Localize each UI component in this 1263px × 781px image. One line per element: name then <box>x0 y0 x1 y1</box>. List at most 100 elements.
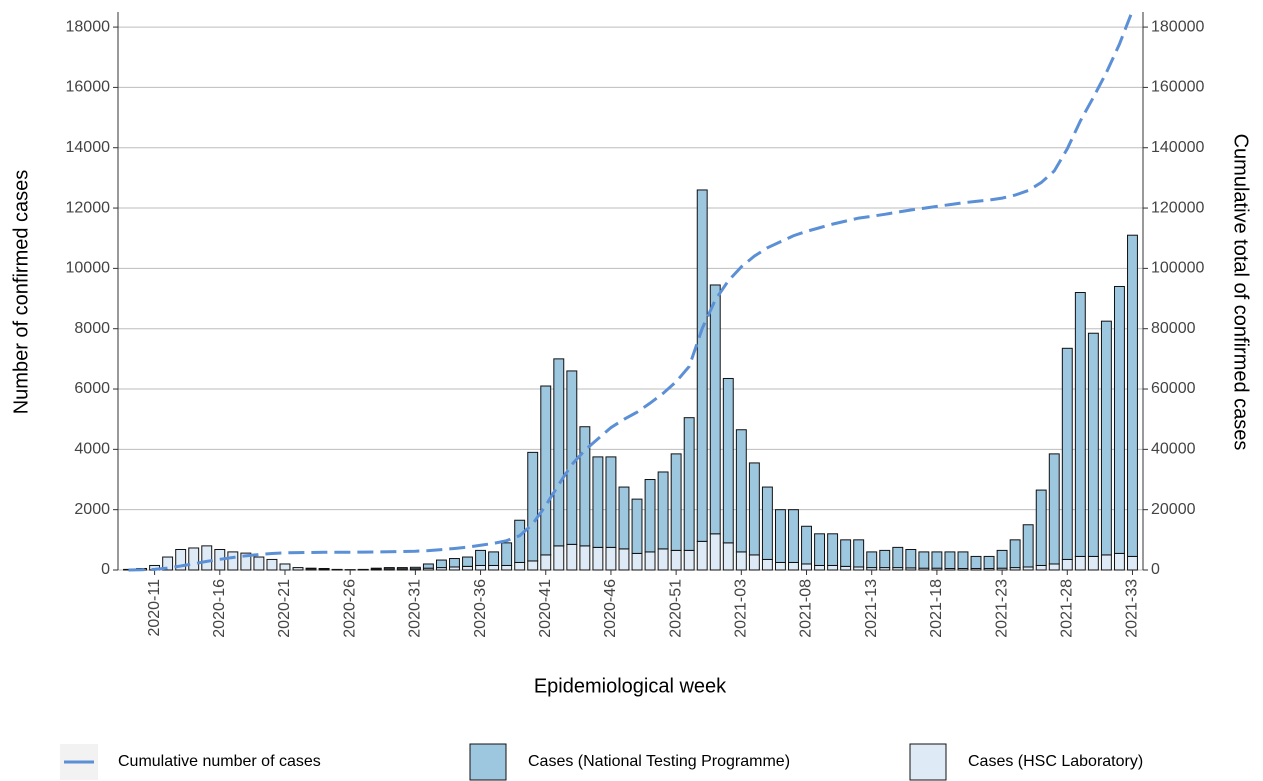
bar <box>618 486 630 550</box>
bar <box>383 567 395 570</box>
legend-label: Cumulative number of cases <box>118 753 321 770</box>
y2-tick-label: 100000 <box>1151 260 1204 277</box>
bar <box>905 548 917 569</box>
y2-tick-label: 160000 <box>1151 79 1204 96</box>
y2-tick-label: 180000 <box>1151 18 1204 35</box>
bar <box>1127 555 1138 571</box>
bar <box>709 533 721 571</box>
bar <box>931 551 943 569</box>
x-axis-title: Epidemiological week <box>534 675 727 697</box>
bar <box>722 377 734 544</box>
bar <box>696 540 708 571</box>
y2-tick-label: 20000 <box>1151 501 1196 518</box>
bar <box>735 429 747 553</box>
bar <box>488 564 500 571</box>
bar <box>1035 489 1047 566</box>
x-tick-label: 2021-13 <box>863 579 880 638</box>
bar <box>918 551 930 569</box>
y-tick-label: 0 <box>101 561 110 578</box>
y-tick-label: 16000 <box>66 79 111 96</box>
bar <box>605 546 617 571</box>
legend-label: Cases (National Testing Programme) <box>528 753 790 770</box>
bar <box>475 549 487 566</box>
y2-axis-title: Cumulative total of confirmed cases <box>1230 134 1252 451</box>
bar <box>462 556 473 567</box>
bar <box>618 548 630 571</box>
bar <box>1061 558 1073 571</box>
bar <box>1022 524 1034 568</box>
bar <box>514 519 526 563</box>
y2-tick-label: 60000 <box>1151 380 1196 397</box>
bar <box>266 558 278 571</box>
bar <box>1113 552 1125 571</box>
legend-key <box>909 743 947 781</box>
x-tick-label: 2021-18 <box>928 579 945 638</box>
bar <box>657 471 669 550</box>
bar <box>592 456 604 548</box>
y-tick-label: 14000 <box>66 139 111 156</box>
bar <box>722 542 734 571</box>
bar <box>853 539 865 568</box>
bar <box>279 563 291 571</box>
x-tick-label: 2020-51 <box>667 579 684 638</box>
bar <box>735 551 747 571</box>
y-tick-label: 4000 <box>74 441 110 458</box>
bar <box>540 554 552 571</box>
bar <box>657 548 669 571</box>
bar <box>435 559 447 569</box>
x-tick-label: 2021-33 <box>1124 579 1141 638</box>
bar <box>1127 234 1138 557</box>
x-tick-label: 2020-16 <box>211 579 228 638</box>
bar <box>240 552 252 571</box>
bar <box>788 561 799 571</box>
bar <box>683 549 695 571</box>
bar <box>1087 555 1099 571</box>
bar <box>514 561 526 571</box>
bar <box>774 509 786 563</box>
y-tick-label: 10000 <box>66 260 111 277</box>
bar <box>996 549 1008 569</box>
legend-label: Cases (HSC Laboratory) <box>968 753 1143 770</box>
bar <box>1035 564 1047 571</box>
x-tick-label: 2020-31 <box>407 579 424 638</box>
bar <box>696 189 708 542</box>
bar <box>892 546 904 569</box>
bar <box>488 551 500 566</box>
bar <box>579 426 591 547</box>
y2-tick-label: 80000 <box>1151 320 1196 337</box>
bar <box>579 545 591 571</box>
bar <box>292 567 304 571</box>
y-tick-label: 12000 <box>66 199 111 216</box>
y-tick-label: 18000 <box>66 18 111 35</box>
bar <box>253 556 265 571</box>
bar <box>748 554 760 571</box>
y-tick-label: 6000 <box>74 380 110 397</box>
bar <box>631 552 643 571</box>
y-axis-title: Number of confirmed cases <box>10 170 32 415</box>
bar <box>462 565 473 571</box>
bar <box>227 551 239 571</box>
cumulative-line <box>128 10 1134 572</box>
bar <box>761 486 773 560</box>
x-tick-label: 2020-11 <box>146 579 163 637</box>
x-tick-label: 2021-03 <box>733 579 750 638</box>
bar <box>409 566 421 570</box>
bar <box>162 556 174 571</box>
y-tick-label: 2000 <box>74 501 110 518</box>
bar <box>475 564 487 571</box>
bar <box>566 543 578 571</box>
bar <box>1048 453 1060 565</box>
x-tick-label: 2021-28 <box>1059 579 1076 638</box>
bar <box>553 358 565 547</box>
bar <box>644 479 656 553</box>
x-tick-label: 2020-21 <box>276 579 293 638</box>
bar <box>1100 554 1112 571</box>
bar <box>814 564 826 571</box>
bar <box>801 563 812 571</box>
x-tick-label: 2020-26 <box>341 579 358 638</box>
bar <box>670 453 682 551</box>
bar <box>944 551 956 569</box>
bar <box>501 542 513 566</box>
bar <box>605 456 617 548</box>
